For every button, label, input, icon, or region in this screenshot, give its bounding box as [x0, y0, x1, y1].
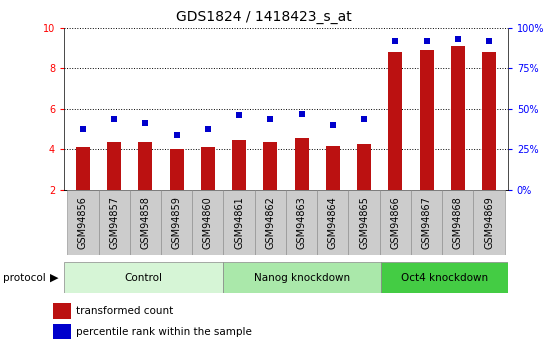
Point	[328, 122, 337, 128]
Text: GSM94868: GSM94868	[453, 196, 463, 249]
Text: ▶: ▶	[50, 273, 59, 283]
Point	[391, 38, 400, 43]
FancyBboxPatch shape	[223, 262, 381, 293]
Point	[266, 116, 275, 121]
FancyBboxPatch shape	[348, 190, 379, 255]
Text: GSM94864: GSM94864	[328, 196, 338, 249]
Point	[110, 116, 119, 121]
Bar	[482, 52, 496, 190]
Bar	[53, 303, 71, 319]
Text: Nanog knockdown: Nanog knockdown	[254, 273, 350, 283]
Point	[422, 38, 431, 43]
Text: GSM94869: GSM94869	[484, 196, 494, 249]
Text: GSM94858: GSM94858	[141, 196, 151, 249]
FancyBboxPatch shape	[473, 190, 504, 255]
Text: GSM94863: GSM94863	[297, 196, 306, 249]
Bar	[232, 140, 246, 190]
Bar	[357, 144, 371, 190]
Bar	[388, 52, 402, 190]
Text: transformed count: transformed count	[76, 306, 174, 316]
FancyBboxPatch shape	[286, 190, 317, 255]
Text: GSM94862: GSM94862	[266, 196, 275, 249]
FancyBboxPatch shape	[161, 190, 193, 255]
Bar	[420, 50, 434, 190]
Point	[235, 112, 244, 118]
FancyBboxPatch shape	[379, 190, 411, 255]
FancyBboxPatch shape	[317, 190, 348, 255]
Text: Control: Control	[124, 273, 162, 283]
FancyBboxPatch shape	[64, 262, 223, 293]
Point	[453, 36, 462, 41]
FancyBboxPatch shape	[381, 262, 508, 293]
Text: Oct4 knockdown: Oct4 knockdown	[401, 273, 488, 283]
Bar	[107, 142, 121, 190]
Bar	[263, 142, 277, 190]
Text: GSM94857: GSM94857	[109, 196, 119, 249]
Point	[141, 120, 150, 126]
Point	[359, 116, 368, 121]
Bar	[295, 138, 309, 190]
FancyBboxPatch shape	[411, 190, 442, 255]
Text: GSM94856: GSM94856	[78, 196, 88, 249]
Point	[484, 38, 493, 43]
Point	[297, 111, 306, 117]
Bar	[53, 324, 71, 339]
FancyBboxPatch shape	[68, 190, 99, 255]
Point	[172, 132, 181, 138]
FancyBboxPatch shape	[99, 190, 130, 255]
Text: GSM94867: GSM94867	[421, 196, 431, 249]
Text: GSM94859: GSM94859	[172, 196, 182, 249]
FancyBboxPatch shape	[442, 190, 473, 255]
Bar	[451, 46, 465, 190]
Bar	[201, 147, 215, 190]
Bar	[170, 149, 184, 190]
Text: GSM94860: GSM94860	[203, 196, 213, 249]
Point	[79, 126, 88, 132]
Point	[204, 126, 213, 132]
FancyBboxPatch shape	[255, 190, 286, 255]
Bar	[76, 147, 90, 190]
Text: GSM94861: GSM94861	[234, 196, 244, 249]
FancyBboxPatch shape	[130, 190, 161, 255]
Text: percentile rank within the sample: percentile rank within the sample	[76, 327, 252, 337]
Text: GSM94866: GSM94866	[390, 196, 400, 249]
Text: GDS1824 / 1418423_s_at: GDS1824 / 1418423_s_at	[176, 10, 352, 24]
FancyBboxPatch shape	[224, 190, 255, 255]
Bar	[326, 146, 340, 190]
Text: GSM94865: GSM94865	[359, 196, 369, 249]
Bar	[138, 142, 152, 190]
Text: protocol: protocol	[3, 273, 46, 283]
FancyBboxPatch shape	[193, 190, 224, 255]
